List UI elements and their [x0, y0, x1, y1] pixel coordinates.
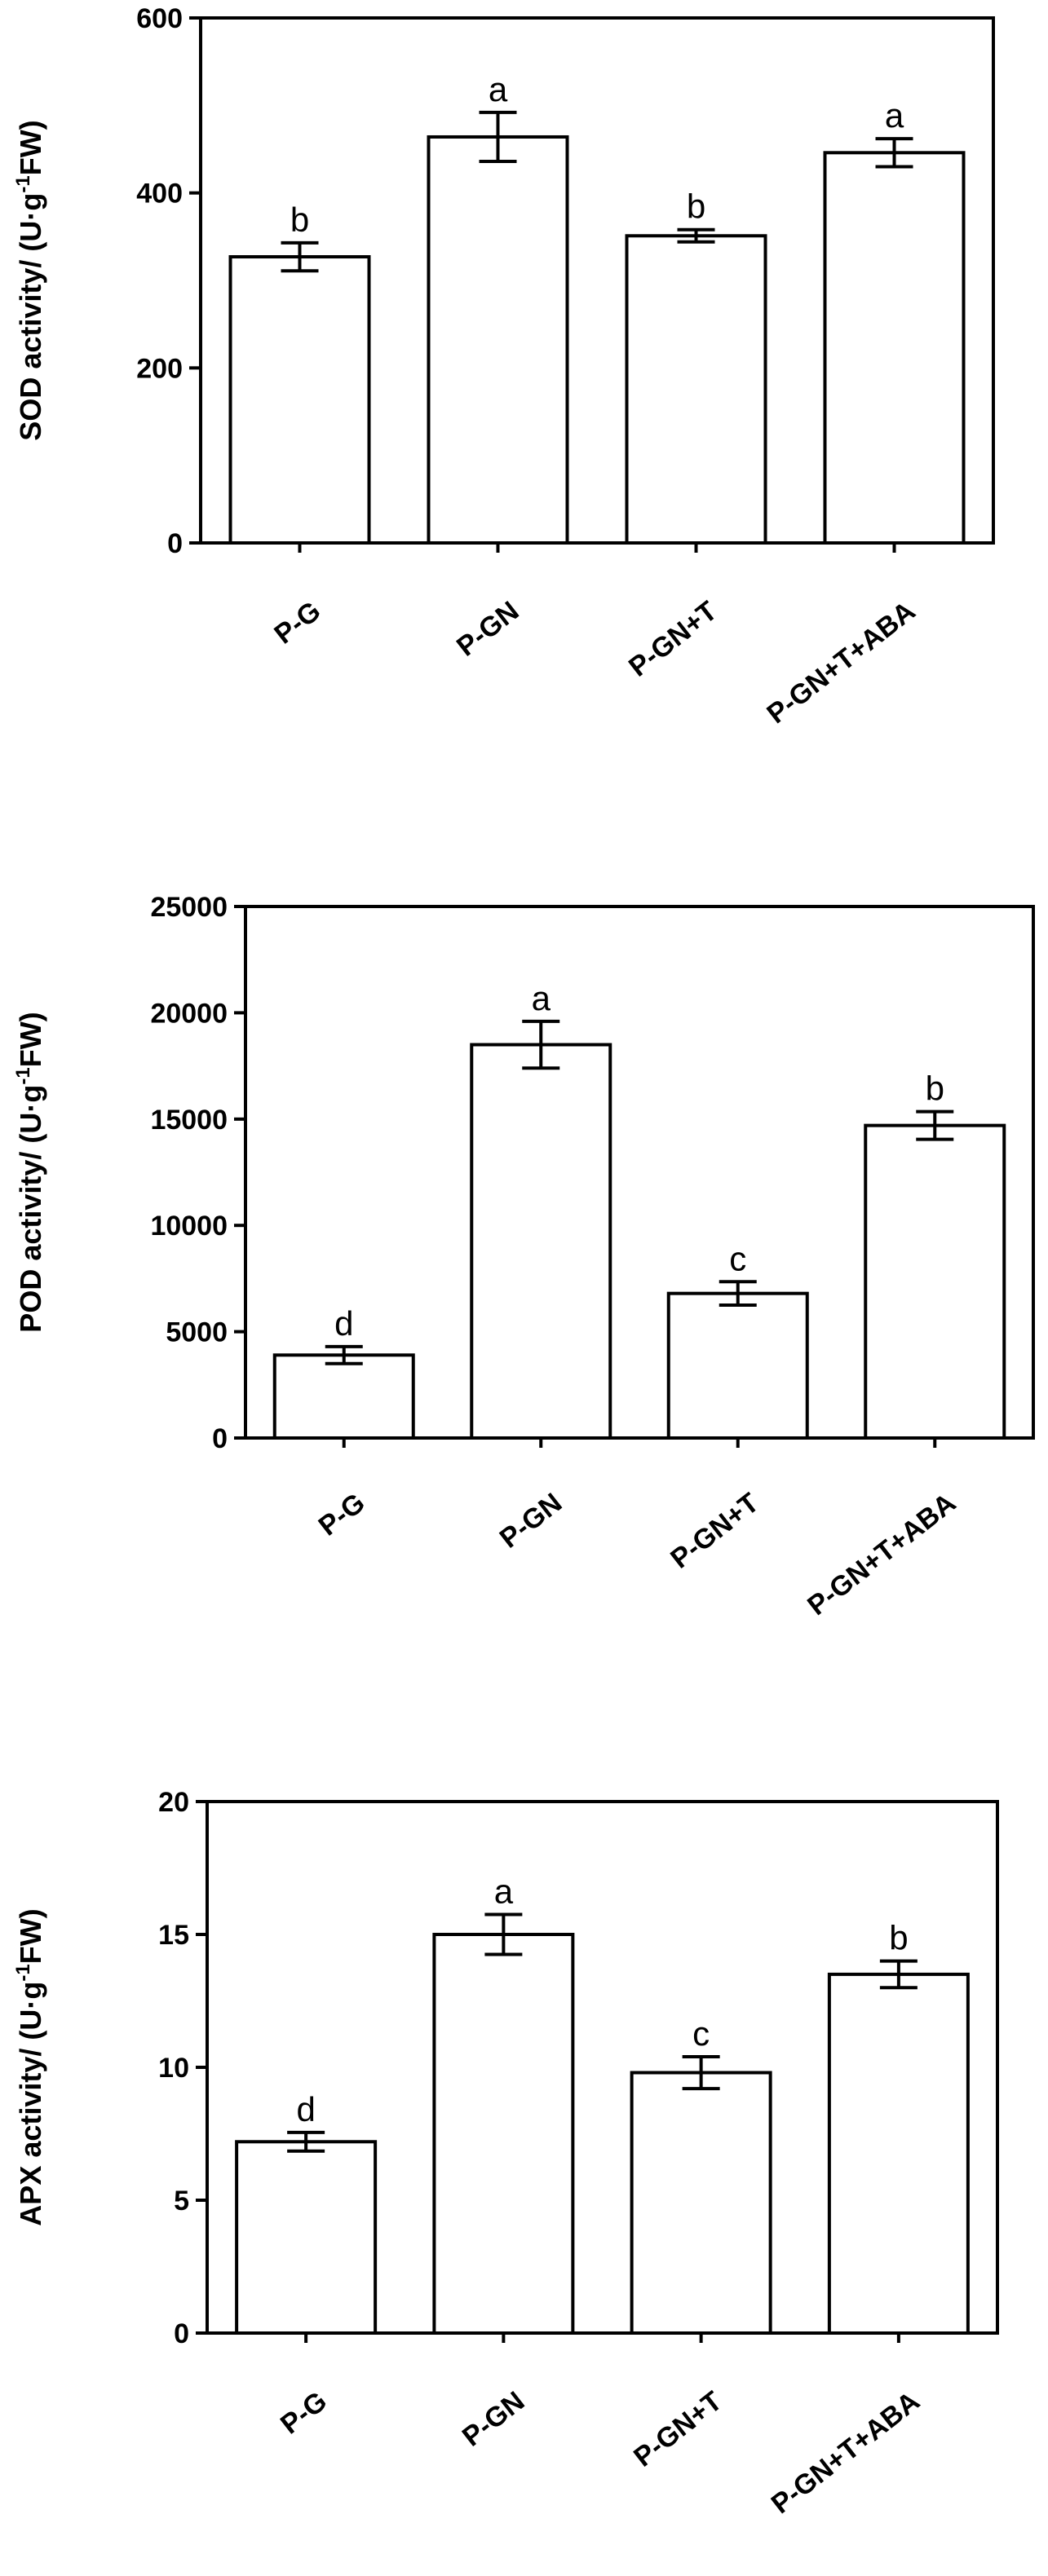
bar-p-gn: [470, 1043, 612, 1440]
category-label: P-GN: [451, 595, 524, 662]
category-label: P-G: [313, 1487, 371, 1542]
y-tick-label: 200: [136, 353, 183, 384]
error-bar: [677, 227, 715, 244]
y-tick-label: 5: [174, 2186, 189, 2217]
significance-letter: d: [296, 2090, 315, 2128]
chart-panel-3: 0 5 10 15 20 d P-G a P-GN c P-GN+T b P-GN+T+ABA APX a…: [12, 1787, 999, 2520]
error-bar: [682, 2054, 720, 2091]
y-tick-label: 5000: [166, 1317, 228, 1348]
y-tick-label: 25000: [150, 892, 228, 923]
y-axis-label-end: FW): [14, 1908, 47, 1964]
y-axis-label-superscript: -1: [12, 1964, 34, 1981]
y-tick-label: 0: [174, 2318, 189, 2349]
category-label: P-GN+T+ABA: [802, 1487, 962, 1621]
y-axis-label: POD activity/ (U·g-1FW): [12, 1012, 47, 1332]
y-axis-label-main: SOD activity/ (U·g: [14, 193, 47, 441]
y-axis-label-superscript: -1: [12, 1067, 34, 1084]
bar-p-gn: [432, 1933, 575, 2335]
y-tick-label: 20: [158, 1787, 189, 1818]
y-axis-label-main: APX activity/ (U·g: [14, 1982, 47, 2226]
significance-letter: b: [290, 201, 309, 239]
bar-p-g: [235, 2140, 378, 2336]
bar-p-gn-t-aba: [823, 151, 966, 545]
bar-p-gn-t-aba: [864, 1123, 1006, 1440]
significance-letter: a: [494, 1872, 514, 1911]
category-label: P-GN+T: [665, 1487, 765, 1574]
category-label: P-GN+T+ABA: [761, 595, 921, 730]
y-axis-label: APX activity/ (U·g-1FW): [12, 1908, 47, 2225]
category-label: P-GN+T+ABA: [766, 2385, 926, 2520]
error-bar: [287, 2130, 325, 2153]
error-bar: [879, 1959, 918, 1990]
error-bar: [875, 137, 913, 169]
significance-letter: a: [532, 979, 551, 1017]
chart-panel-2: 0 5000 10000 15000 20000 25000 d P-G a P-GN c P-GN+…: [12, 892, 1035, 1621]
bar-p-gn-t-aba: [827, 1972, 970, 2335]
plot-frame: [199, 16, 995, 545]
chart-panel-1: 0 200 400 600 b P-G a P-GN b P-GN+T a P-GN+T+ABA SOD…: [12, 3, 995, 730]
significance-letter: c: [692, 2014, 710, 2053]
category-label: P-GN+T: [623, 595, 723, 682]
bar-p-g: [228, 255, 371, 545]
error-bar: [484, 1912, 523, 1956]
significance-letter: d: [334, 1304, 353, 1343]
y-tick-label: 400: [136, 179, 183, 210]
error-bar: [281, 240, 319, 273]
y-axis-label-main: POD activity/ (U·g: [14, 1085, 47, 1333]
bar-p-gn-t: [630, 2071, 772, 2336]
y-tick-label: 15000: [150, 1105, 228, 1136]
bar-p-gn: [427, 135, 569, 545]
error-bar: [522, 1019, 560, 1070]
significance-letter: c: [729, 1239, 746, 1277]
y-tick-label: 0: [167, 528, 183, 559]
error-bar: [325, 1344, 363, 1365]
y-axis-label-superscript: -1: [12, 175, 34, 192]
bar-p-g: [272, 1353, 415, 1440]
y-axis-label-end: FW): [14, 1012, 47, 1067]
error-bar: [479, 110, 517, 164]
significance-letter: a: [489, 70, 508, 108]
error-bar: [719, 1280, 757, 1307]
y-tick-label: 10000: [150, 1211, 228, 1242]
bar-p-gn-t: [666, 1291, 809, 1440]
significance-letter: b: [889, 1919, 908, 1957]
significance-letter: b: [687, 187, 705, 226]
plot-frame: [244, 905, 1035, 1440]
y-tick-label: 10: [158, 2053, 189, 2084]
y-tick-label: 0: [212, 1423, 228, 1454]
category-label: P-GN+T: [628, 2385, 728, 2472]
y-axis-label-end: FW): [14, 120, 47, 175]
y-tick-label: 20000: [150, 998, 228, 1029]
category-label: P-G: [268, 595, 326, 650]
y-tick-label: 600: [136, 3, 183, 34]
significance-letter: a: [885, 96, 904, 135]
significance-letter: b: [926, 1070, 944, 1108]
category-label: P-GN: [494, 1487, 568, 1554]
y-axis-label: SOD activity/ (U·g-1FW): [12, 120, 47, 440]
category-label: P-GN: [457, 2385, 530, 2452]
error-bar: [916, 1109, 954, 1141]
bar-p-gn-t: [625, 234, 767, 545]
category-label: P-G: [275, 2385, 333, 2440]
y-tick-label: 15: [158, 1920, 189, 1951]
